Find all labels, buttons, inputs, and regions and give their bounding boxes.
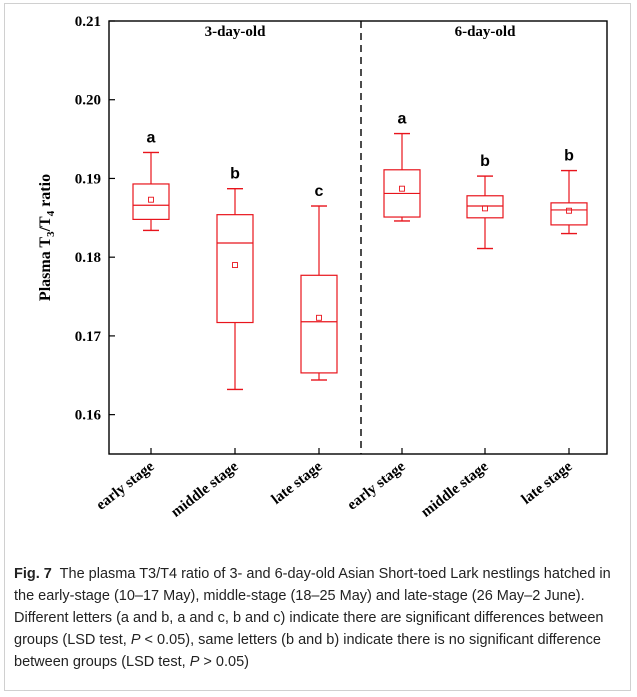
y-tick-label-0: 0.16 — [75, 408, 102, 424]
mean-marker-4 — [482, 205, 488, 212]
significance-letter-3: a — [398, 111, 407, 128]
panel-label-0: 3-day-old — [205, 24, 267, 40]
significance-letter-1: b — [230, 166, 240, 183]
y-tick-label-5: 0.21 — [75, 14, 101, 30]
caption-p-symbol-1: P — [130, 632, 141, 648]
box-1 — [216, 214, 254, 324]
y-axis-label: Plasma T3/T4 ratio — [37, 174, 57, 301]
caption-text-1: The plasma T3/T4 ratio of 3- and 6-day-o… — [14, 566, 611, 648]
plot-frame — [108, 20, 608, 455]
mean-marker-0 — [148, 196, 154, 203]
significance-letter-0: a — [147, 129, 156, 146]
box-plot-chart: 0.16 0.17 0.18 0.19 0.20 0.21 Plasma T3/T4 rat… — [37, 14, 608, 521]
x-category-label-4: middle stage — [418, 458, 491, 520]
caption-text-2: < 0.05), same letters (b and b) indicate… — [14, 632, 601, 670]
caption-text-3: > 0.05) — [199, 654, 249, 670]
panel-label-1: 6-day-old — [455, 24, 517, 40]
significance-letter-5: b — [564, 148, 574, 165]
mean-marker-2 — [316, 314, 322, 321]
x-category-label-0: early stage — [93, 458, 157, 513]
box-4 — [466, 195, 504, 219]
box-5 — [550, 202, 588, 226]
box-0 — [132, 183, 170, 220]
figure-caption: Fig. 7 The plasma T3/T4 ratio of 3- and … — [14, 563, 620, 673]
y-tick-label-3: 0.19 — [75, 171, 101, 187]
x-category-label-1: middle stage — [168, 458, 241, 520]
x-category-label-2: late stage — [269, 458, 326, 507]
figure-label: Fig. 7 — [14, 566, 52, 582]
y-tick-label-2: 0.18 — [75, 250, 101, 266]
x-category-label-5: late stage — [519, 458, 576, 507]
significance-letter-4: b — [480, 153, 490, 170]
y-tick-label-1: 0.17 — [75, 329, 102, 345]
x-category-label-3: early stage — [344, 458, 408, 513]
caption-p-symbol-2: P — [189, 654, 200, 670]
mean-marker-3 — [399, 185, 405, 192]
mean-marker-1 — [232, 262, 238, 269]
mean-marker-5 — [566, 207, 572, 214]
y-tick-label-4: 0.20 — [75, 93, 101, 109]
significance-letter-2: c — [315, 183, 324, 200]
box-2 — [300, 274, 338, 374]
